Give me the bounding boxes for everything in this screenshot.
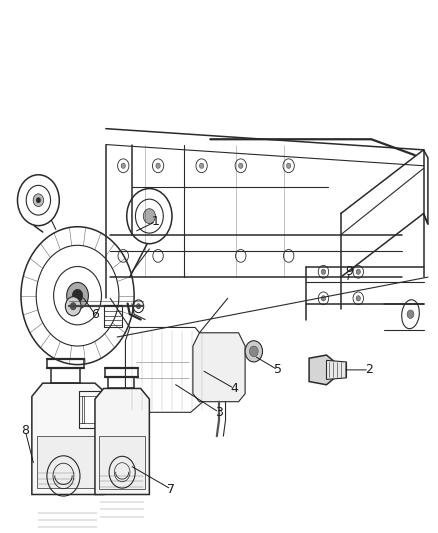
Circle shape: [143, 209, 155, 223]
Text: 9: 9: [346, 265, 353, 278]
Circle shape: [199, 163, 204, 168]
Text: 4: 4: [230, 382, 238, 395]
Circle shape: [286, 163, 291, 168]
Text: 2: 2: [365, 364, 373, 376]
Polygon shape: [32, 383, 104, 495]
Text: 8: 8: [21, 424, 29, 438]
Circle shape: [33, 194, 44, 207]
Circle shape: [67, 282, 88, 309]
Circle shape: [239, 163, 243, 168]
Polygon shape: [37, 436, 99, 488]
Text: 3: 3: [215, 406, 223, 419]
Polygon shape: [326, 360, 346, 379]
Circle shape: [136, 304, 141, 309]
Circle shape: [356, 296, 360, 301]
Circle shape: [72, 289, 83, 302]
Circle shape: [36, 198, 41, 203]
Polygon shape: [309, 355, 338, 385]
Polygon shape: [95, 389, 149, 495]
Polygon shape: [99, 436, 145, 489]
Circle shape: [245, 341, 262, 362]
Polygon shape: [82, 397, 99, 423]
Circle shape: [321, 269, 325, 274]
Text: 1: 1: [152, 215, 160, 228]
Circle shape: [65, 297, 81, 316]
Circle shape: [321, 296, 325, 301]
Text: 7: 7: [167, 483, 175, 496]
Circle shape: [156, 163, 160, 168]
Text: 6: 6: [91, 308, 99, 321]
Circle shape: [356, 269, 360, 274]
Circle shape: [121, 163, 125, 168]
Circle shape: [70, 303, 76, 310]
Polygon shape: [193, 333, 245, 402]
Text: 5: 5: [274, 364, 282, 376]
Circle shape: [407, 310, 414, 318]
Circle shape: [250, 346, 258, 357]
